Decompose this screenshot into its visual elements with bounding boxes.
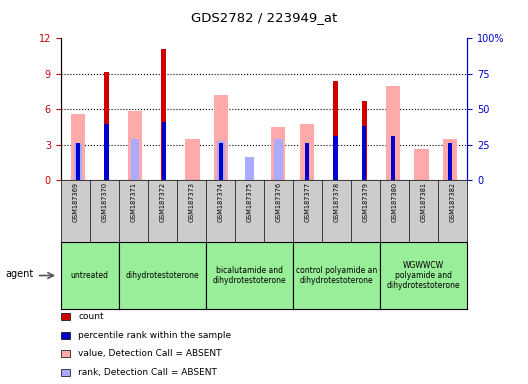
Bar [443, 139, 457, 180]
Bar [104, 71, 109, 180]
Text: count: count [78, 312, 104, 321]
Bar [333, 136, 338, 180]
Bar [274, 139, 282, 180]
Text: GSM187374: GSM187374 [218, 182, 223, 222]
Bar [385, 86, 400, 180]
Bar [131, 139, 139, 180]
Text: GSM187369: GSM187369 [72, 182, 78, 222]
Text: GSM187382: GSM187382 [450, 182, 456, 222]
Text: rank, Detection Call = ABSENT: rank, Detection Call = ABSENT [78, 367, 217, 377]
Text: GSM187373: GSM187373 [188, 182, 194, 222]
Text: percentile rank within the sample: percentile rank within the sample [78, 331, 231, 340]
Bar [305, 143, 309, 180]
Text: agent: agent [5, 268, 34, 279]
Bar [105, 124, 109, 180]
Text: GDS2782 / 223949_at: GDS2782 / 223949_at [191, 12, 337, 25]
Text: GSM187379: GSM187379 [363, 182, 369, 222]
Bar [185, 139, 200, 180]
Text: dihydrotestoterone: dihydrotestoterone [126, 271, 199, 280]
Bar [73, 143, 82, 180]
Bar [448, 143, 452, 180]
Bar [217, 141, 225, 180]
Text: bicalutamide and
dihydrotestoterone: bicalutamide and dihydrotestoterone [213, 266, 286, 285]
Text: WGWWCW
polyamide and
dihydrotestoterone: WGWWCW polyamide and dihydrotestoterone [387, 261, 460, 290]
Bar [246, 157, 254, 180]
Bar [300, 124, 314, 180]
Bar [219, 143, 223, 180]
Text: GSM187375: GSM187375 [247, 182, 252, 222]
Text: GSM187376: GSM187376 [276, 182, 281, 222]
Bar [414, 149, 429, 180]
Bar [391, 136, 395, 180]
Bar [71, 114, 85, 180]
Bar [128, 111, 143, 180]
Text: GSM187372: GSM187372 [159, 182, 165, 222]
Text: control polyamide an
dihydrotestoterone: control polyamide an dihydrotestoterone [296, 266, 377, 285]
Bar [214, 95, 228, 180]
Bar [161, 49, 166, 180]
Bar [162, 121, 166, 180]
Text: GSM187381: GSM187381 [421, 182, 427, 222]
Bar [362, 126, 366, 180]
Text: value, Detection Call = ABSENT: value, Detection Call = ABSENT [78, 349, 222, 358]
Text: GSM187377: GSM187377 [305, 182, 310, 222]
Text: untreated: untreated [71, 271, 109, 280]
Bar [76, 143, 80, 180]
Bar [333, 81, 338, 180]
Text: GSM187380: GSM187380 [392, 182, 398, 222]
Text: GSM187371: GSM187371 [130, 182, 136, 222]
Text: GSM187370: GSM187370 [101, 182, 107, 222]
Text: GSM187378: GSM187378 [334, 182, 340, 222]
Bar [362, 101, 367, 180]
Bar [271, 127, 286, 180]
